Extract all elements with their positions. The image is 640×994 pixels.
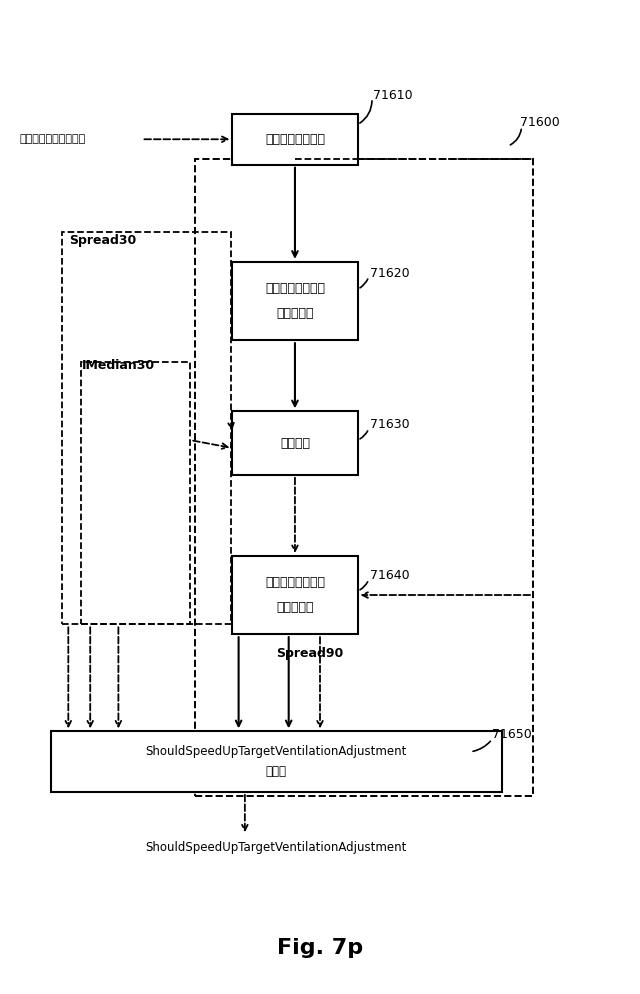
Bar	[62, 233, 231, 624]
Text: 71600: 71600	[520, 116, 560, 129]
Bar	[232, 261, 358, 340]
Text: 71640: 71640	[370, 569, 410, 581]
Text: 71630: 71630	[370, 417, 410, 431]
Text: ShouldSpeedUpTargetVentilationAdjustment: ShouldSpeedUpTargetVentilationAdjustment	[145, 841, 407, 855]
Text: 計量を計算: 計量を計算	[276, 307, 314, 320]
Bar	[232, 556, 358, 634]
Text: Fig. 7p: Fig. 7p	[277, 938, 363, 958]
Bar	[232, 412, 358, 475]
Text: 71650: 71650	[492, 728, 532, 741]
Text: 71610: 71610	[373, 88, 413, 101]
Text: ローパスフィルタ: ローパスフィルタ	[265, 133, 325, 146]
Text: Spread90: Spread90	[276, 647, 344, 660]
Bar	[51, 732, 502, 792]
Text: を計算: を計算	[266, 764, 287, 778]
Text: ランニング順序統: ランニング順序統	[265, 576, 325, 589]
Text: ランニング順序統: ランニング順序統	[265, 282, 325, 295]
Bar	[81, 362, 190, 624]
Bar	[195, 159, 533, 796]
Text: 比を計算: 比を計算	[280, 436, 310, 449]
Text: 最小値を超える圧補助: 最小値を超える圧補助	[19, 134, 86, 144]
Text: 計量を計算: 計量を計算	[276, 601, 314, 614]
Bar	[232, 113, 358, 165]
Text: IMedian30: IMedian30	[82, 359, 156, 372]
Text: Spread30: Spread30	[70, 234, 137, 247]
Text: ShouldSpeedUpTargetVentilationAdjustment: ShouldSpeedUpTargetVentilationAdjustment	[145, 746, 407, 758]
Text: 71620: 71620	[370, 267, 410, 280]
